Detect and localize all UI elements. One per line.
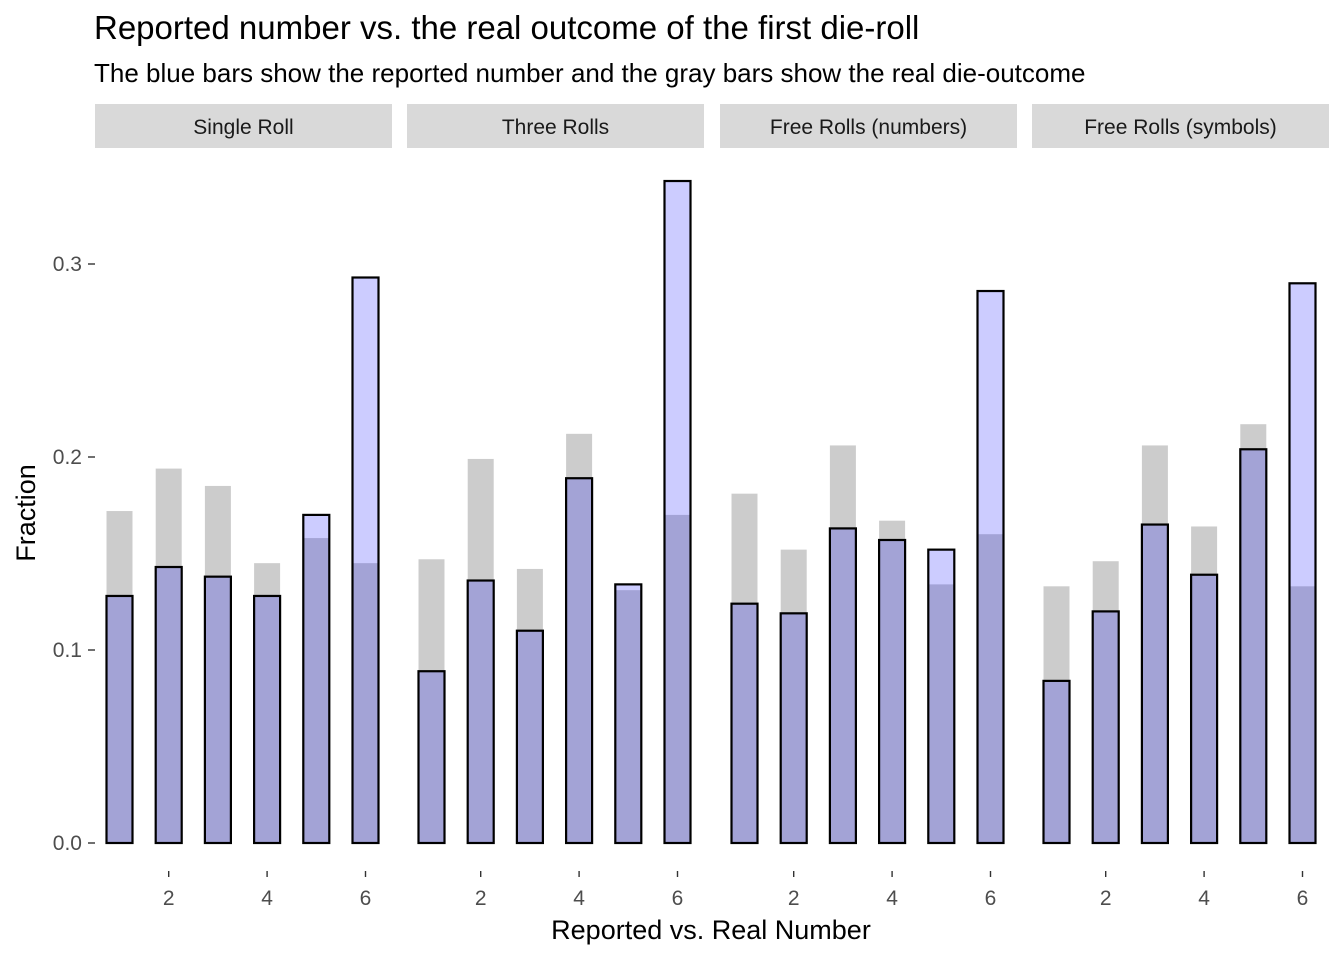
reported-bar — [203, 575, 232, 845]
y-tick-label: 0.1 — [53, 639, 82, 662]
real-outcome-bar — [1092, 561, 1119, 843]
x-tick-label: 6 — [985, 887, 997, 910]
real-outcome-bar — [155, 468, 182, 843]
real-outcome-bar — [615, 590, 642, 843]
reported-bar — [302, 513, 331, 845]
x-tick-label: 4 — [886, 887, 898, 910]
real-outcome-bar — [1289, 586, 1316, 843]
real-outcome-bar — [254, 563, 281, 843]
facet-strip — [720, 104, 1017, 148]
y-tick-label: 0.2 — [53, 446, 82, 469]
reported-bar — [1140, 523, 1170, 845]
facet-panel: Three Rolls 2 4 6 — [407, 104, 704, 910]
x-tick-label: 4 — [261, 887, 273, 910]
real-outcome-bar — [879, 520, 906, 843]
real-outcome-bar — [1191, 526, 1218, 843]
chart-subtitle: The blue bars show the reported number a… — [94, 58, 1085, 88]
facet-panel: Free Rolls (symbols) 2 4 6 — [1032, 104, 1329, 910]
reported-bar — [564, 477, 594, 845]
reported-bar — [614, 583, 643, 845]
y-axis: 0.0 0.1 0.2 0.3 — [53, 253, 95, 855]
real-outcome-bar — [829, 445, 856, 843]
facet-strip-label: Free Rolls (symbols) — [1084, 116, 1277, 139]
real-outcome-bar — [731, 493, 758, 843]
facet-strip-label: Three Rolls — [502, 116, 609, 139]
facet-strip-label: Single Roll — [193, 116, 293, 139]
reported-bar — [927, 548, 956, 845]
reported-bar — [730, 602, 759, 845]
real-outcome-bar — [418, 559, 445, 843]
facet-strip — [1032, 104, 1329, 148]
reported-bar — [1189, 573, 1219, 845]
real-outcome-bar — [352, 563, 379, 843]
reported-bar — [877, 538, 907, 845]
facet-panel: Single Roll 2 4 6 — [95, 104, 392, 910]
y-tick-label: 0.3 — [53, 253, 82, 276]
reported-bar — [417, 670, 446, 845]
facet-strip-label: Free Rolls (numbers) — [770, 116, 967, 139]
x-tick-label: 4 — [1198, 887, 1210, 910]
real-outcome-bar — [516, 568, 543, 843]
real-outcome-bar — [1240, 424, 1267, 843]
real-outcome-bar — [780, 549, 807, 843]
facet-panel: Free Rolls (numbers) 2 4 6 — [720, 104, 1017, 910]
reported-bar — [466, 579, 495, 845]
reported-bar — [1091, 610, 1120, 845]
facet-strip — [95, 104, 392, 148]
reported-bar — [779, 612, 808, 845]
reported-bar — [1042, 679, 1071, 845]
real-outcome-bar — [664, 514, 691, 843]
reported-bar — [1288, 282, 1317, 845]
real-outcome-bar — [1141, 445, 1168, 843]
reported-bar — [253, 594, 282, 845]
x-tick-label: 6 — [1297, 887, 1309, 910]
x-tick-label: 6 — [360, 887, 372, 910]
x-tick-label: 2 — [163, 887, 175, 910]
reported-bar — [828, 527, 858, 845]
y-tick-label: 0.0 — [53, 832, 82, 855]
real-outcome-bar — [1043, 586, 1070, 843]
real-outcome-bar — [467, 458, 494, 843]
reported-bar — [515, 629, 545, 845]
reported-bar — [1239, 448, 1268, 845]
facet-strip — [407, 104, 704, 148]
chart-title: Reported number vs. the real outcome of … — [94, 9, 919, 46]
x-tick-label: 2 — [475, 887, 487, 910]
reported-bar — [154, 565, 183, 845]
y-axis-title: Fraction — [11, 464, 41, 562]
reported-bar — [105, 594, 134, 845]
x-axis-title: Reported vs. Real Number — [551, 915, 871, 945]
real-outcome-bar — [566, 433, 593, 843]
x-tick-label: 2 — [788, 887, 800, 910]
reported-bar — [663, 179, 692, 845]
real-outcome-bar — [977, 534, 1004, 843]
reported-bar — [976, 289, 1005, 845]
real-outcome-bar — [204, 485, 231, 843]
x-tick-label: 4 — [573, 887, 585, 910]
reported-bar — [351, 276, 380, 845]
x-tick-label: 2 — [1100, 887, 1112, 910]
real-outcome-bar — [928, 584, 955, 843]
real-outcome-bar — [106, 511, 133, 843]
real-outcome-bar — [303, 538, 330, 843]
x-tick-label: 6 — [672, 887, 684, 910]
